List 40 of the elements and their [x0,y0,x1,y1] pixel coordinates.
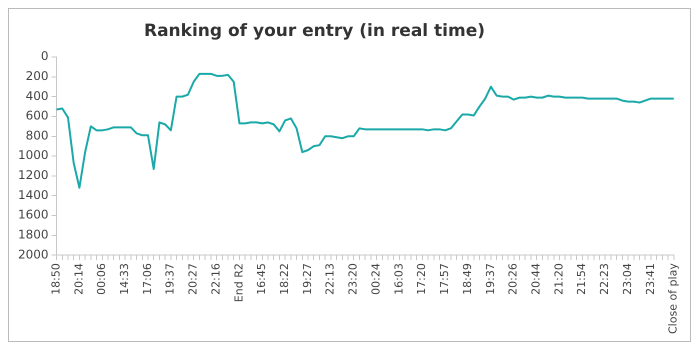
y-tick-label: 0 [40,49,49,64]
x-tick-label: 19:37 [484,263,497,295]
y-tick-label: 2000 [18,247,49,262]
x-tick-label: 21:54 [575,263,588,295]
x-tick-label: 21:20 [552,263,566,295]
y-tick-label: 1200 [18,168,49,182]
y-tick-label: 1400 [18,188,49,202]
x-tick-label: 17:57 [438,263,452,295]
x-tick-label: 16:03 [392,263,406,295]
y-tick-label: 1600 [18,208,49,222]
x-tick-label: 22:13 [324,263,337,295]
x-tick-label: 20:44 [529,263,542,295]
x-tick-label: 18:49 [460,263,474,295]
y-tick-label: 200 [26,68,49,83]
y-tick-label: 600 [26,108,49,123]
y-tick-label: 1800 [18,227,49,242]
x-tick-label: 00:24 [369,263,382,295]
x-tick-label: 22:23 [598,263,612,295]
x-tick-label: 18:22 [278,263,292,295]
x-tick-label: 00:06 [95,263,108,295]
x-tick-label: 20:26 [506,263,520,295]
x-tick-label: 22:16 [209,263,222,295]
x-tick-label: 23:20 [346,263,360,295]
x-tick-label: 17:20 [415,263,428,295]
x-tick-label: Close of play [666,262,680,334]
x-tick-label: End R2 [232,263,246,302]
chart-title: Ranking of your entry (in real time) [144,21,486,41]
x-tick-label: 23:41 [644,263,657,295]
x-tick-label: 16:45 [255,263,268,295]
x-tick-label: 19:27 [300,263,314,295]
x-tick-label: 14:33 [118,263,131,295]
y-tick-label: 1000 [18,148,49,162]
x-tick-label: 20:14 [72,263,86,295]
x-tick-label: 20:27 [186,263,200,295]
y-tick-label: 400 [26,88,49,103]
x-tick-label: 19:37 [164,263,177,295]
x-tick-label: 18:50 [49,263,62,295]
x-tick-label: 23:04 [620,263,634,295]
y-tick-label: 800 [26,128,49,142]
x-tick-label: 17:06 [140,263,154,295]
